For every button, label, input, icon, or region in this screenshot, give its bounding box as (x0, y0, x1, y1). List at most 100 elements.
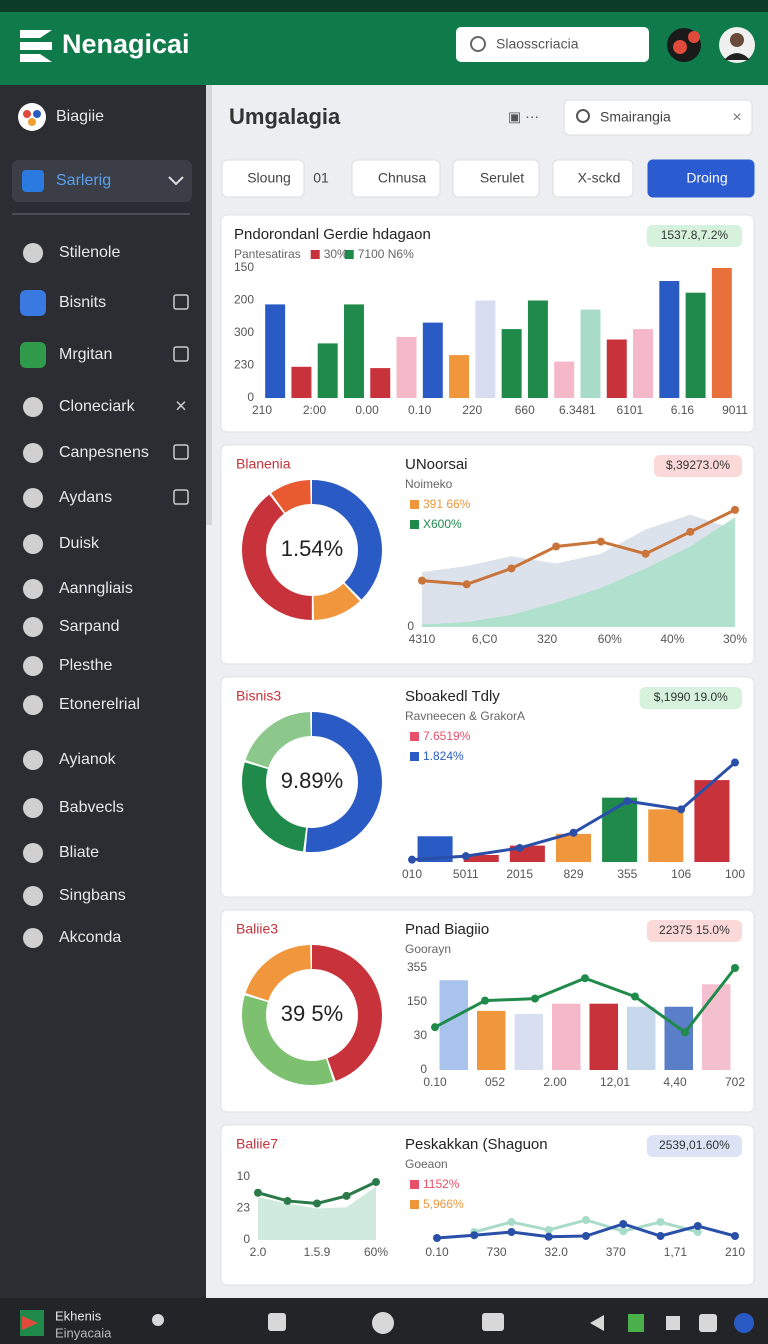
card-label: Baliie3 (236, 921, 278, 937)
donut-segment (242, 945, 382, 1085)
line-point (481, 996, 489, 1005)
line-point (731, 505, 739, 514)
x-tick-label: 220 (462, 403, 482, 417)
header-search[interactable] (456, 27, 649, 62)
line-point (507, 1228, 516, 1236)
legend-swatch (410, 752, 419, 761)
more-icon[interactable]: ▣ ⋯ (508, 109, 539, 125)
clear-icon[interactable]: × (732, 109, 741, 126)
y-tick-label: 0 (407, 619, 414, 633)
sidebar-item[interactable]: Aydans (59, 489, 112, 506)
bar (711, 268, 732, 398)
sidebar-top[interactable]: Biagiie (56, 108, 104, 125)
line-point (656, 1218, 665, 1226)
x-tick-label: 9011 (722, 403, 748, 417)
chip-label: Serulet (480, 170, 524, 186)
x-tick-label: 0.00 (355, 403, 379, 417)
icon-user[interactable] (152, 1314, 164, 1326)
logo-mark (20, 30, 52, 62)
sidebar-item[interactable]: Akconda (59, 929, 121, 946)
sidebar-icon (23, 488, 43, 508)
sidebar-icon (23, 750, 43, 770)
line-point (342, 1191, 351, 1200)
bar (606, 339, 627, 398)
sidebar-item[interactable]: Babvecls (59, 799, 124, 816)
x-tick-label: 2015 (506, 867, 533, 881)
line-point (461, 852, 470, 861)
bar (554, 361, 575, 398)
x-tick-label: 052 (485, 1075, 505, 1089)
icon-back[interactable] (590, 1315, 604, 1331)
sidebar-icon (23, 843, 43, 863)
legend-swatch (344, 250, 354, 259)
line-point (731, 964, 739, 972)
donut-segment (242, 480, 382, 620)
donut-center: 9.89% (281, 768, 343, 793)
selected-icon (22, 170, 44, 192)
icon-book[interactable] (268, 1313, 286, 1331)
legend-label: 7100 N6% (358, 247, 414, 261)
chip-label: Droing (686, 170, 727, 186)
bar (627, 1006, 656, 1070)
badge (646, 225, 742, 247)
x-tick-label: 829 (563, 867, 583, 881)
sidebar-item[interactable]: Cloneciark (59, 398, 136, 415)
filter-chip[interactable] (452, 159, 540, 198)
x-tick-label: 210 (725, 1245, 745, 1259)
icon-clock[interactable] (372, 1312, 394, 1334)
icon-window[interactable] (699, 1314, 717, 1332)
icon-grid[interactable] (666, 1316, 680, 1330)
donut-segment (242, 712, 382, 852)
line-point (619, 1220, 628, 1228)
line-point (531, 994, 539, 1003)
line-point (507, 1218, 516, 1226)
legend-label: Pantesatiras (234, 247, 301, 261)
chip-label: X-sckd (578, 170, 621, 186)
x-tick-label: 6.3481 (559, 403, 596, 417)
main-search[interactable] (563, 99, 753, 136)
filter-chip[interactable] (221, 159, 305, 198)
sidebar-selected[interactable] (12, 160, 192, 202)
sidebar-selected-label: Sarlerig (56, 172, 111, 189)
sidebar-item[interactable]: Duisk (59, 535, 100, 552)
badge (646, 1135, 742, 1157)
sidebar-item[interactable]: Canpesnens (59, 444, 149, 461)
x-tick-label: 660 (515, 403, 535, 417)
sidebar-item[interactable]: Ayianok (59, 751, 117, 768)
x-tick-label: 010 (402, 867, 422, 881)
chevron (168, 176, 184, 186)
sidebar-icon (23, 243, 43, 263)
line (421, 508, 736, 586)
area (258, 1186, 376, 1240)
sidebar-item[interactable]: Bisnits (59, 294, 106, 311)
filter-chip[interactable] (552, 159, 634, 198)
badge (654, 455, 742, 477)
x-tick-label: 6.16 (671, 403, 695, 417)
filter-chip[interactable] (647, 159, 755, 198)
icon-mail[interactable] (482, 1313, 504, 1331)
sidebar-item[interactable]: Mrgitan (59, 346, 112, 363)
line-point (544, 1232, 553, 1241)
x-tick-label: 6101 (617, 403, 644, 417)
line-point (582, 1216, 590, 1224)
sidebar-item[interactable]: Etonerelrial (59, 696, 140, 713)
card-subtitle: Ravneecen & GrakorA (405, 709, 525, 723)
icon-globe[interactable] (734, 1313, 754, 1333)
icon-app[interactable] (628, 1314, 644, 1332)
bar (648, 809, 684, 862)
bar (265, 304, 286, 398)
sidebar-item[interactable]: Aanngliais (59, 580, 133, 597)
sidebar-item[interactable]: Bliate (59, 844, 99, 861)
line-point (470, 1231, 479, 1240)
sidebar-item[interactable]: Stilenole (59, 244, 120, 261)
sidebar-icon (23, 798, 43, 818)
filter-chip[interactable] (351, 159, 441, 198)
sidebar-item[interactable]: Plesthe (59, 657, 112, 674)
brand: Nenagicai (62, 29, 190, 59)
legend-label: 5,966% (423, 1197, 464, 1211)
sidebar-item[interactable]: Singbans (59, 887, 126, 904)
sidebar-icon (23, 617, 43, 637)
x-tick-label: 30% (723, 632, 747, 646)
sidebar-item[interactable]: Sarpand (59, 618, 120, 635)
line-point (623, 797, 632, 806)
